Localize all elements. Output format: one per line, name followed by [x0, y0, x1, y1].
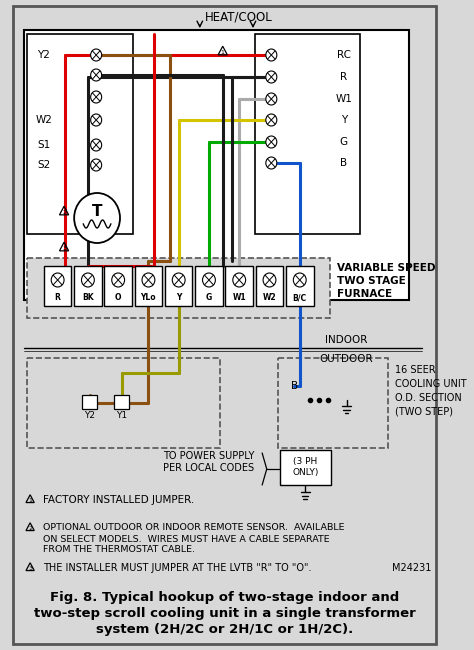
Circle shape — [266, 114, 277, 126]
Text: YLo: YLo — [141, 294, 156, 302]
Bar — [104, 266, 132, 306]
Circle shape — [91, 91, 101, 103]
Text: 1: 1 — [221, 50, 225, 55]
Circle shape — [266, 93, 277, 105]
Circle shape — [91, 159, 101, 171]
Text: 3: 3 — [62, 246, 66, 251]
Text: O.D. SECTION: O.D. SECTION — [395, 393, 462, 403]
Text: TWO STAGE: TWO STAGE — [337, 276, 406, 286]
Text: 2: 2 — [62, 210, 66, 215]
Text: B: B — [340, 158, 347, 168]
Text: Y: Y — [176, 294, 182, 302]
Text: INDOOR: INDOOR — [325, 335, 368, 345]
Text: W2: W2 — [263, 294, 276, 302]
Circle shape — [266, 71, 277, 83]
Bar — [165, 266, 192, 306]
Circle shape — [91, 139, 101, 151]
Text: B/C: B/C — [292, 294, 307, 302]
Text: THE INSTALLER MUST JUMPER AT THE LVTB "R" TO "O".: THE INSTALLER MUST JUMPER AT THE LVTB "R… — [43, 563, 311, 573]
Circle shape — [266, 157, 277, 169]
Text: OPTIONAL OUTDOOR OR INDOOR REMOTE SENSOR.  AVAILABLE: OPTIONAL OUTDOOR OR INDOOR REMOTE SENSOR… — [43, 523, 345, 532]
Circle shape — [82, 273, 94, 287]
Text: two-step scroll cooling unit in a single transformer: two-step scroll cooling unit in a single… — [34, 606, 415, 619]
Text: FURNACE: FURNACE — [337, 289, 392, 299]
Circle shape — [172, 273, 185, 287]
Text: TO POWER SUPPLY
PER LOCAL CODES: TO POWER SUPPLY PER LOCAL CODES — [163, 451, 255, 473]
Text: T: T — [92, 205, 102, 220]
Text: VARIABLE SPEED: VARIABLE SPEED — [337, 263, 436, 273]
Text: S1: S1 — [37, 140, 51, 150]
Bar — [27, 34, 133, 234]
Text: Y2: Y2 — [37, 50, 50, 60]
Text: W1: W1 — [335, 94, 352, 104]
Text: R: R — [55, 294, 61, 302]
Bar — [115, 395, 129, 409]
Text: system (2H/2C or 2H/1C or 1H/2C).: system (2H/2C or 2H/1C or 1H/2C). — [96, 623, 353, 636]
Bar — [27, 258, 330, 318]
Circle shape — [51, 273, 64, 287]
Bar — [82, 395, 97, 409]
Bar — [24, 30, 409, 300]
Text: (TWO STEP): (TWO STEP) — [395, 407, 453, 417]
Circle shape — [263, 273, 276, 287]
Bar — [195, 266, 223, 306]
Text: O: O — [115, 294, 121, 302]
Text: Fig. 8. Typical hookup of two-stage indoor and: Fig. 8. Typical hookup of two-stage indo… — [50, 590, 399, 603]
Circle shape — [74, 193, 120, 243]
Text: B: B — [291, 381, 298, 391]
Text: OUTDOOR: OUTDOOR — [319, 354, 374, 364]
Text: 16 SEER: 16 SEER — [395, 365, 436, 375]
Circle shape — [266, 49, 277, 61]
Text: RC: RC — [337, 50, 351, 60]
Circle shape — [233, 273, 246, 287]
Text: W1: W1 — [232, 294, 246, 302]
Circle shape — [91, 114, 101, 126]
Circle shape — [112, 273, 125, 287]
Bar — [74, 266, 101, 306]
Circle shape — [91, 69, 101, 81]
Bar — [278, 358, 388, 448]
Bar — [286, 266, 313, 306]
Text: (3 PH
ONLY): (3 PH ONLY) — [292, 458, 319, 476]
Bar — [226, 266, 253, 306]
Text: M24231: M24231 — [392, 563, 432, 573]
Text: G: G — [340, 137, 348, 147]
Bar — [27, 358, 220, 448]
Text: Y2: Y2 — [84, 411, 95, 419]
Bar — [44, 266, 72, 306]
Text: COOLING UNIT: COOLING UNIT — [395, 379, 467, 389]
Circle shape — [266, 136, 277, 148]
Circle shape — [293, 273, 306, 287]
Text: BK: BK — [82, 294, 94, 302]
Text: FACTORY INSTALLED JUMPER.: FACTORY INSTALLED JUMPER. — [43, 495, 194, 505]
Text: ON SELECT MODELS.  WIRES MUST HAVE A CABLE SEPARATE: ON SELECT MODELS. WIRES MUST HAVE A CABL… — [43, 534, 329, 543]
Text: S2: S2 — [37, 160, 51, 170]
Circle shape — [202, 273, 215, 287]
Bar — [255, 34, 360, 234]
Text: Y: Y — [341, 115, 347, 125]
Circle shape — [91, 49, 101, 61]
Text: W2: W2 — [36, 115, 52, 125]
Text: 1: 1 — [28, 498, 32, 503]
Text: R: R — [340, 72, 347, 82]
Text: 3: 3 — [28, 566, 32, 571]
Text: G: G — [206, 294, 212, 302]
Text: Y1: Y1 — [116, 411, 128, 419]
Bar — [135, 266, 162, 306]
Text: HEAT/COOL: HEAT/COOL — [204, 10, 272, 23]
Text: 2: 2 — [28, 526, 32, 531]
Text: FROM THE THERMOSTAT CABLE.: FROM THE THERMOSTAT CABLE. — [43, 545, 195, 554]
Bar — [256, 266, 283, 306]
Circle shape — [142, 273, 155, 287]
Bar — [281, 450, 331, 485]
